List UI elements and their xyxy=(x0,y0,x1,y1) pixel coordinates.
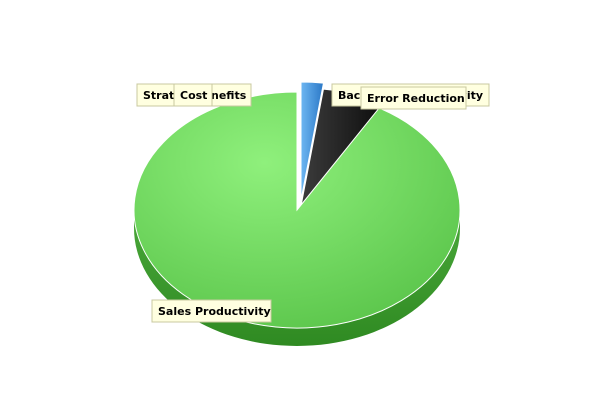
svg-text:Strate: Strate xyxy=(143,89,182,102)
label-sales-productivity: Sales Productivity xyxy=(151,299,272,323)
pie-label-layer: StratenefitsCostBackOffice ProductivityE… xyxy=(136,83,490,323)
pie-top-layer xyxy=(133,81,461,329)
svg-text:Error Reduction: Error Reduction xyxy=(367,92,465,105)
back-office-productivity-slice[interactable] xyxy=(300,81,325,201)
label-cost: Cost xyxy=(173,83,213,107)
svg-text:nefits: nefits xyxy=(211,89,247,102)
svg-text:Sales Productivity: Sales Productivity xyxy=(158,305,271,318)
label-error-reduction: Error Reduction xyxy=(360,86,467,110)
label-strategic-benefits-right: nefits xyxy=(208,83,252,107)
svg-text:Cost: Cost xyxy=(180,89,207,102)
sales-productivity-slice[interactable] xyxy=(133,91,461,329)
